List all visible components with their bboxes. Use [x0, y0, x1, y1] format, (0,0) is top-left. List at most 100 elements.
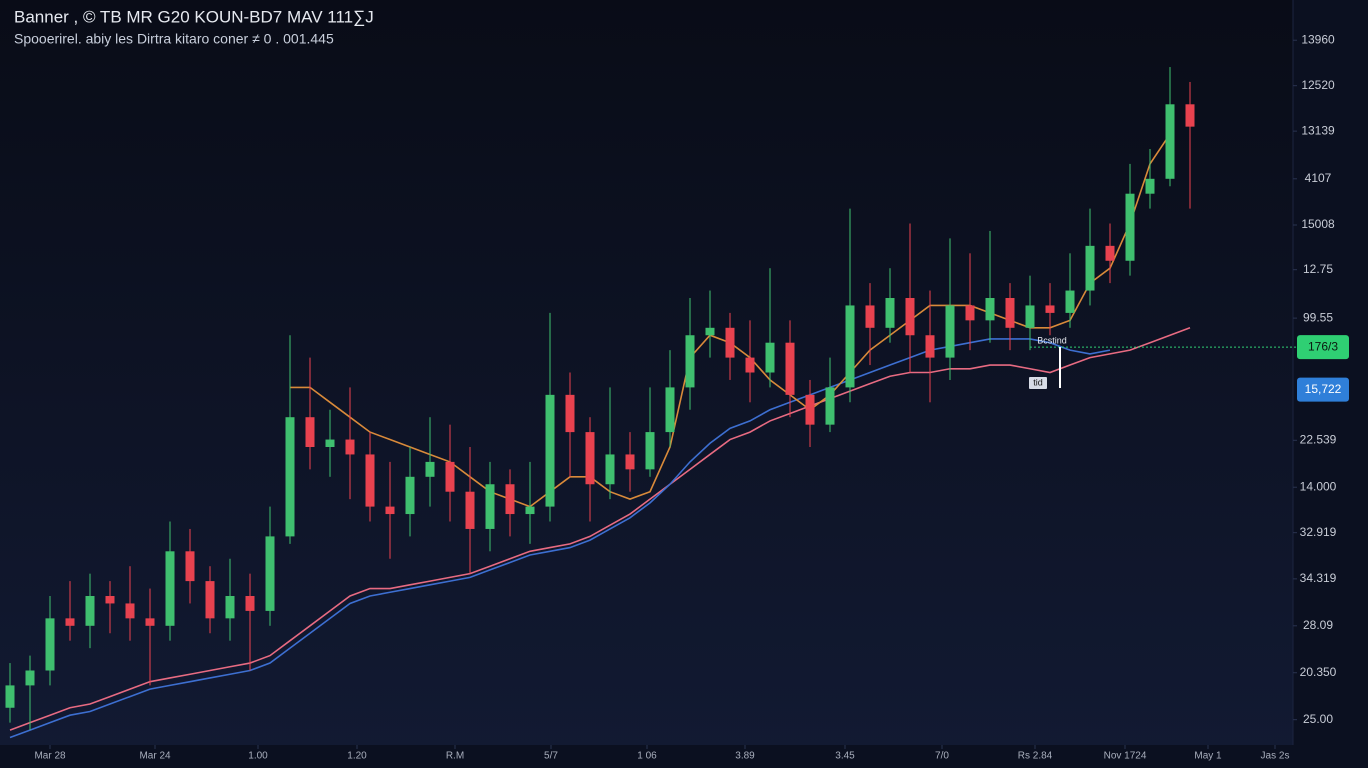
candle-body	[665, 387, 675, 433]
candle-body	[565, 394, 575, 433]
x-tick-label: R.M	[446, 751, 464, 762]
candle-body	[65, 618, 75, 626]
candle-body	[1005, 298, 1015, 328]
candle-body	[505, 484, 515, 515]
candle-body	[1145, 178, 1155, 194]
x-tick-label: Jas 2s	[1261, 751, 1290, 762]
candle-body	[265, 536, 275, 611]
time-axis-panel	[0, 745, 1368, 768]
candle-body	[865, 305, 875, 328]
candle-body	[805, 394, 815, 425]
x-tick-label: 1.20	[347, 751, 367, 762]
x-tick-label: May 1	[1194, 751, 1222, 762]
annotation: Bcstind	[1037, 335, 1067, 345]
y-tick-label: 14.000	[1300, 479, 1337, 493]
annotation-box	[1029, 377, 1047, 389]
candle-body	[425, 461, 435, 477]
candle-body	[1025, 305, 1035, 328]
candle-body	[165, 551, 175, 626]
candle-body	[905, 298, 915, 336]
candle-body	[1045, 305, 1055, 313]
y-tick-label: 4107	[1305, 171, 1332, 185]
x-tick-label: 3.45	[835, 751, 855, 762]
y-tick-label: 13960	[1301, 32, 1335, 46]
candle-body	[105, 596, 115, 604]
y-tick-label: 15008	[1301, 217, 1335, 231]
plot-area	[5, 67, 1195, 739]
candle-body	[445, 461, 455, 492]
y-tick-label: 34.319	[1300, 571, 1337, 585]
candle-body	[185, 551, 195, 582]
candle-body	[605, 454, 615, 485]
candle-body	[785, 342, 795, 395]
candle-body	[85, 596, 95, 626]
candle-body	[1165, 104, 1175, 179]
candle-body	[985, 298, 995, 321]
y-tick-label: 28.09	[1303, 618, 1333, 632]
y-tick-label: 12520	[1301, 78, 1335, 92]
x-tick-label: Rs 2.84	[1018, 751, 1053, 762]
candle-body	[645, 432, 655, 470]
price-badge-label: 176/3	[1308, 339, 1338, 353]
candle-body	[765, 342, 775, 373]
candle-body	[365, 454, 375, 507]
candle-body	[345, 439, 355, 455]
candle-body	[465, 491, 475, 529]
y-tick-label: 22.539	[1300, 432, 1337, 446]
candle-body	[245, 596, 255, 611]
candle-body	[925, 335, 935, 358]
price-badge-label: 15,722	[1305, 382, 1342, 396]
y-tick-label: 12.75	[1303, 262, 1333, 276]
candle-body	[1185, 104, 1195, 127]
x-tick-label: 7/0	[935, 751, 949, 762]
candle-body	[745, 357, 755, 373]
candle-body	[405, 476, 415, 515]
y-tick-label: 25.00	[1303, 712, 1333, 726]
x-tick-label: Mar 24	[139, 751, 171, 762]
x-tick-label: 3.89	[735, 751, 755, 762]
chart-title: Banner , © TB MR G20 KOUN-BD7 MAV 111∑J	[14, 7, 374, 26]
candle-body	[825, 387, 835, 425]
candle-body	[625, 454, 635, 470]
candle-body	[545, 394, 555, 507]
candle-body	[705, 327, 715, 336]
y-tick-label: 99.55	[1303, 310, 1333, 324]
candle-body	[585, 432, 595, 485]
candle-body	[1065, 290, 1075, 313]
candle-body	[225, 596, 235, 619]
candle-body	[325, 439, 335, 447]
y-tick-label: 32.919	[1300, 525, 1337, 539]
candle-body	[305, 417, 315, 447]
moving-average-line	[9, 327, 1191, 731]
candle-body	[1105, 245, 1115, 261]
candle-body	[285, 417, 295, 537]
candle-body	[945, 305, 955, 358]
candle-body	[1125, 193, 1135, 261]
candle-body	[385, 506, 395, 515]
candle-body	[485, 484, 495, 529]
candle-body	[885, 298, 895, 328]
price-badge	[1297, 377, 1349, 402]
candle-body	[1085, 245, 1095, 291]
x-tick-label: 5/7	[544, 751, 558, 762]
candle-body	[685, 335, 695, 388]
x-tick-label: 1.00	[248, 751, 268, 762]
price-badge	[1297, 335, 1349, 360]
candle-body	[205, 581, 215, 619]
candle-body	[965, 305, 975, 321]
y-tick-label: 13139	[1301, 123, 1335, 137]
candle-body	[5, 685, 15, 708]
x-tick-label: Nov 1724	[1104, 751, 1147, 762]
candle-body	[45, 618, 55, 671]
candle-body	[25, 670, 35, 686]
candle-body	[725, 327, 735, 358]
annotation: tid	[1033, 377, 1043, 387]
candle-body	[525, 506, 535, 515]
candle-body	[845, 305, 855, 388]
candle-body	[125, 603, 135, 619]
y-tick-label: 20.350	[1300, 665, 1337, 679]
x-tick-label: Mar 28	[34, 751, 66, 762]
candle-body	[145, 618, 155, 626]
